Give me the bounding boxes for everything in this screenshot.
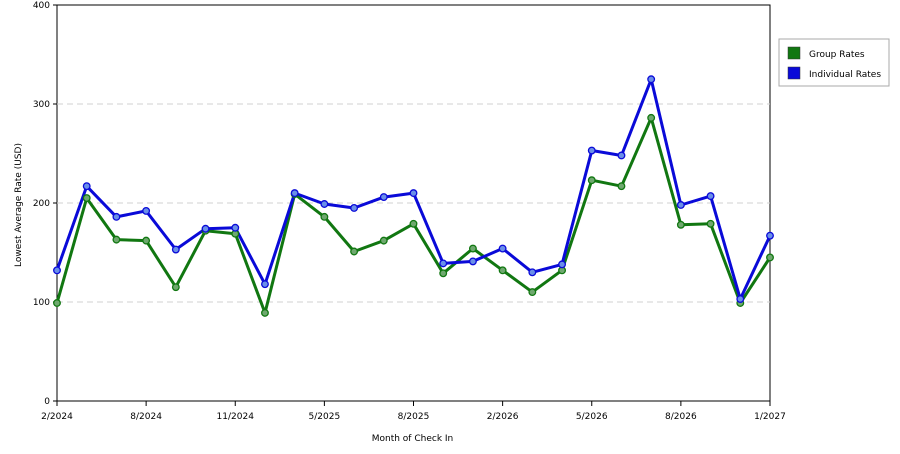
data-point-group-rates[interactable] bbox=[706, 219, 715, 228]
x-tick-label: 5/2025 bbox=[309, 412, 341, 422]
data-point-group-rates[interactable] bbox=[112, 235, 121, 244]
data-point-individual-rates[interactable] bbox=[201, 224, 210, 233]
legend-swatch-individual-rates bbox=[787, 66, 801, 80]
data-point-individual-rates[interactable] bbox=[468, 257, 477, 266]
data-point-individual-rates[interactable] bbox=[171, 245, 180, 254]
x-tick-label: 2/2026 bbox=[487, 412, 519, 422]
data-point-group-rates[interactable] bbox=[498, 266, 507, 275]
data-point-individual-rates[interactable] bbox=[736, 295, 745, 303]
x-axis-title: Month of Check In bbox=[372, 434, 454, 444]
x-tick-label: 1/2027 bbox=[754, 412, 786, 422]
data-point-individual-rates[interactable] bbox=[617, 151, 626, 160]
data-point-individual-rates[interactable] bbox=[676, 201, 685, 209]
data-point-individual-rates[interactable] bbox=[290, 189, 299, 198]
data-point-individual-rates[interactable] bbox=[142, 206, 151, 215]
data-point-individual-rates[interactable] bbox=[231, 223, 240, 232]
x-tick-label: 2/2024 bbox=[41, 412, 73, 422]
data-point-group-rates[interactable] bbox=[676, 220, 685, 229]
data-point-individual-rates[interactable] bbox=[409, 189, 418, 198]
data-point-group-rates[interactable] bbox=[409, 219, 418, 228]
y-tick-label: 0 bbox=[44, 397, 50, 407]
data-point-individual-rates[interactable] bbox=[706, 192, 715, 201]
data-point-group-rates[interactable] bbox=[528, 288, 537, 297]
data-point-individual-rates[interactable] bbox=[647, 75, 656, 84]
x-tick-label: 8/2026 bbox=[665, 412, 697, 422]
data-point-individual-rates[interactable] bbox=[82, 182, 91, 191]
legend-label-individual-rates: Individual Rates bbox=[809, 70, 881, 80]
y-tick-label: 300 bbox=[33, 100, 50, 110]
data-point-individual-rates[interactable] bbox=[379, 193, 388, 202]
data-point-group-rates[interactable] bbox=[350, 247, 359, 256]
data-point-individual-rates[interactable] bbox=[53, 266, 61, 275]
y-axis-title: Lowest Average Rate (USD) bbox=[14, 143, 24, 267]
data-point-group-rates[interactable] bbox=[261, 308, 269, 317]
legend-label-group-rates: Group Rates bbox=[809, 50, 865, 60]
data-point-group-rates[interactable] bbox=[647, 113, 656, 122]
data-point-group-rates[interactable] bbox=[587, 176, 596, 185]
x-tick-label: 8/2025 bbox=[398, 412, 430, 422]
x-tick-label: 5/2026 bbox=[576, 412, 608, 422]
data-point-individual-rates[interactable] bbox=[112, 212, 121, 221]
data-point-group-rates[interactable] bbox=[142, 236, 151, 245]
data-point-group-rates[interactable] bbox=[766, 253, 774, 262]
legend-swatch-group-rates bbox=[787, 46, 801, 60]
data-point-group-rates[interactable] bbox=[82, 194, 91, 202]
data-point-group-rates[interactable] bbox=[617, 182, 626, 191]
x-tick-label: 8/2024 bbox=[130, 412, 162, 422]
y-tick-label: 400 bbox=[33, 1, 50, 11]
data-point-group-rates[interactable] bbox=[439, 269, 448, 278]
data-point-group-rates[interactable] bbox=[171, 283, 180, 292]
data-point-individual-rates[interactable] bbox=[498, 244, 507, 253]
data-point-individual-rates[interactable] bbox=[528, 268, 537, 277]
data-point-group-rates[interactable] bbox=[379, 236, 388, 245]
data-point-individual-rates[interactable] bbox=[350, 203, 359, 212]
data-point-individual-rates[interactable] bbox=[320, 200, 329, 208]
data-point-individual-rates[interactable] bbox=[261, 280, 269, 289]
x-tick-label: 11/2024 bbox=[217, 412, 255, 422]
data-point-group-rates[interactable] bbox=[468, 244, 477, 253]
data-point-individual-rates[interactable] bbox=[439, 259, 448, 268]
y-tick-label: 100 bbox=[33, 298, 50, 308]
data-point-group-rates[interactable] bbox=[53, 299, 61, 307]
plot-area bbox=[56, 4, 771, 402]
y-tick-label: 200 bbox=[33, 199, 50, 209]
data-point-individual-rates[interactable] bbox=[558, 260, 566, 269]
data-point-individual-rates[interactable] bbox=[766, 231, 774, 240]
data-point-group-rates[interactable] bbox=[320, 212, 329, 221]
data-point-individual-rates[interactable] bbox=[587, 146, 596, 155]
